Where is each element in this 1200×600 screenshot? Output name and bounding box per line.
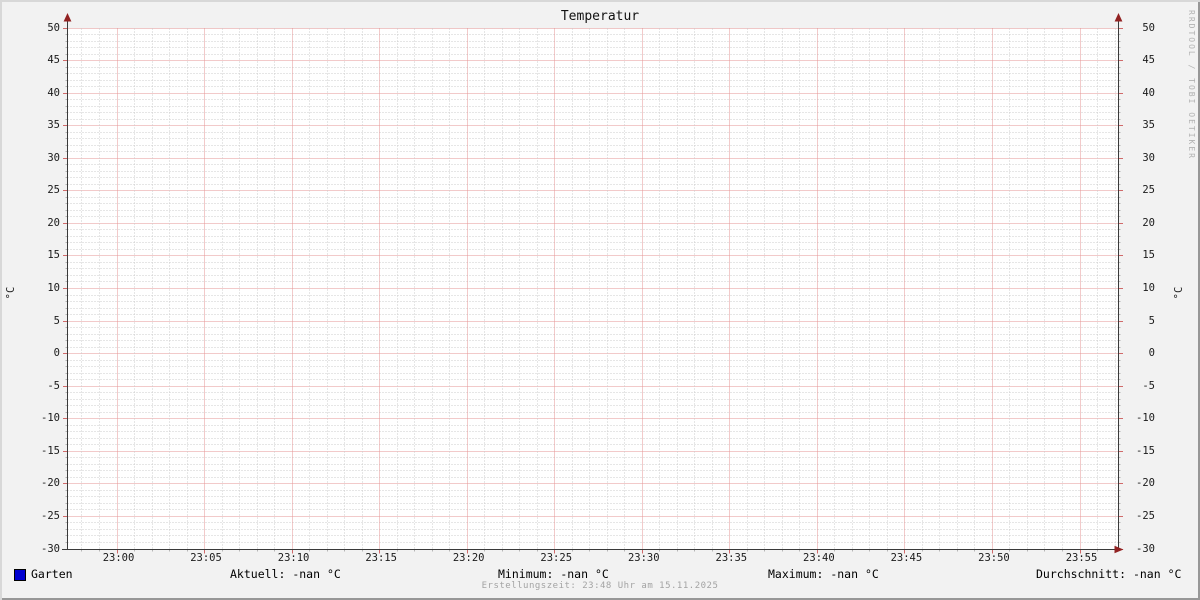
- stat-value: -nan °C: [560, 567, 609, 581]
- y-axis-tick-label: 40: [1142, 86, 1155, 99]
- series-label: Garten: [31, 567, 73, 581]
- x-axis-tick-label: 23:00: [102, 552, 135, 564]
- y-axis-tick-label: 15: [1142, 249, 1155, 262]
- x-axis-tick-label: 23:55: [1065, 552, 1098, 564]
- y-axis-tick-label: -10: [1136, 412, 1155, 425]
- y-axis-tick-label: -15: [1136, 444, 1155, 457]
- x-axis-tick-label: 23:05: [190, 552, 222, 564]
- y-axis-tick-label: -10: [41, 412, 60, 425]
- y-axis-tick-label: 15: [47, 249, 60, 262]
- y-axis-unit-left: °C: [5, 286, 17, 300]
- y-axis-tick-label: 50: [1142, 21, 1155, 34]
- x-axis-tick-label: 23:50: [978, 552, 1010, 564]
- x-axis-tick-label: 23:25: [540, 552, 573, 564]
- y-axis-tick-label: 45: [1142, 54, 1155, 67]
- y-axis-tick-label: 50: [47, 21, 60, 34]
- y-axis-tick-label: 25: [1142, 184, 1155, 197]
- y-axis-tick-label: 40: [47, 86, 60, 99]
- y-axis-tick-label: -25: [41, 509, 60, 522]
- x-axis-tick-label: 23:10: [277, 552, 310, 564]
- x-axis-tick-label: 23:35: [715, 552, 748, 564]
- stat-label: Aktuell:: [230, 567, 286, 581]
- x-axis-tick-label: 23:30: [627, 552, 660, 564]
- stat-label: Minimum:: [498, 567, 554, 581]
- y-axis-tick-label: 0: [1148, 347, 1155, 360]
- stat-durchschnitt: Durchschnitt: -nan °C: [1036, 567, 1181, 581]
- stat-label: Maximum:: [768, 567, 824, 581]
- y-axis-unit-right: °C: [1173, 286, 1185, 300]
- y-axis-tick-label: 30: [47, 151, 60, 164]
- x-axis-tick-label: 23:15: [365, 552, 397, 564]
- stat-value: -nan °C: [292, 567, 341, 581]
- creation-timestamp: Erstellungszeit: 23:48 Uhr am 15.11.2025: [481, 581, 719, 591]
- stat-value: -nan °C: [1132, 567, 1182, 581]
- x-axis-tick-label: 23:40: [803, 552, 835, 564]
- y-axis-tick-label: -30: [1136, 542, 1155, 555]
- y-axis-tick-label: 35: [1142, 119, 1155, 132]
- y-axis-tick-label: -20: [1136, 477, 1155, 490]
- stat-minimum: Minimum: -nan °C: [498, 567, 609, 581]
- rrdtool-watermark: RRDTOOL / TOBI OETIKER: [1187, 10, 1196, 160]
- stat-value: -nan °C: [830, 567, 879, 581]
- y-axis-tick-label: 20: [47, 216, 60, 229]
- x-axis-tick-label: 23:20: [452, 552, 485, 564]
- y-axis-tick-label: 5: [53, 314, 60, 327]
- y-axis-tick-label: 10: [1142, 282, 1155, 294]
- y-axis-tick-label: 10: [47, 282, 60, 294]
- y-axis-tick-label: -15: [41, 444, 60, 457]
- y-axis-tick-label: -5: [47, 379, 60, 392]
- stat-aktuell: Aktuell: -nan °C: [230, 567, 341, 581]
- y-axis-tick-label: 0: [53, 347, 60, 360]
- y-axis-tick-label: 30: [1142, 151, 1155, 164]
- legend-row: Garten Aktuell: -nan °C Minimum: -nan °C…: [0, 567, 1200, 582]
- chart-title: Temperatur: [560, 9, 640, 24]
- y-axis-tick-label: -25: [1136, 509, 1155, 522]
- y-axis-tick-label: 35: [47, 119, 60, 132]
- y-axis-tick-label: 25: [47, 184, 60, 197]
- y-axis-tick-label: 5: [1148, 314, 1155, 327]
- x-axis-tick-label: 23:45: [890, 552, 923, 564]
- y-axis-tick-label: -5: [1142, 379, 1155, 392]
- stat-label: Durchschnitt:: [1036, 567, 1127, 581]
- series-color-swatch: [14, 569, 26, 581]
- stat-maximum: Maximum: -nan °C: [768, 567, 879, 581]
- y-axis-tick-label: -20: [41, 477, 60, 490]
- y-axis-tick-label: 45: [47, 54, 60, 67]
- y-axis-tick-label: 20: [1142, 216, 1155, 229]
- y-axis-tick-label: -30: [41, 542, 60, 555]
